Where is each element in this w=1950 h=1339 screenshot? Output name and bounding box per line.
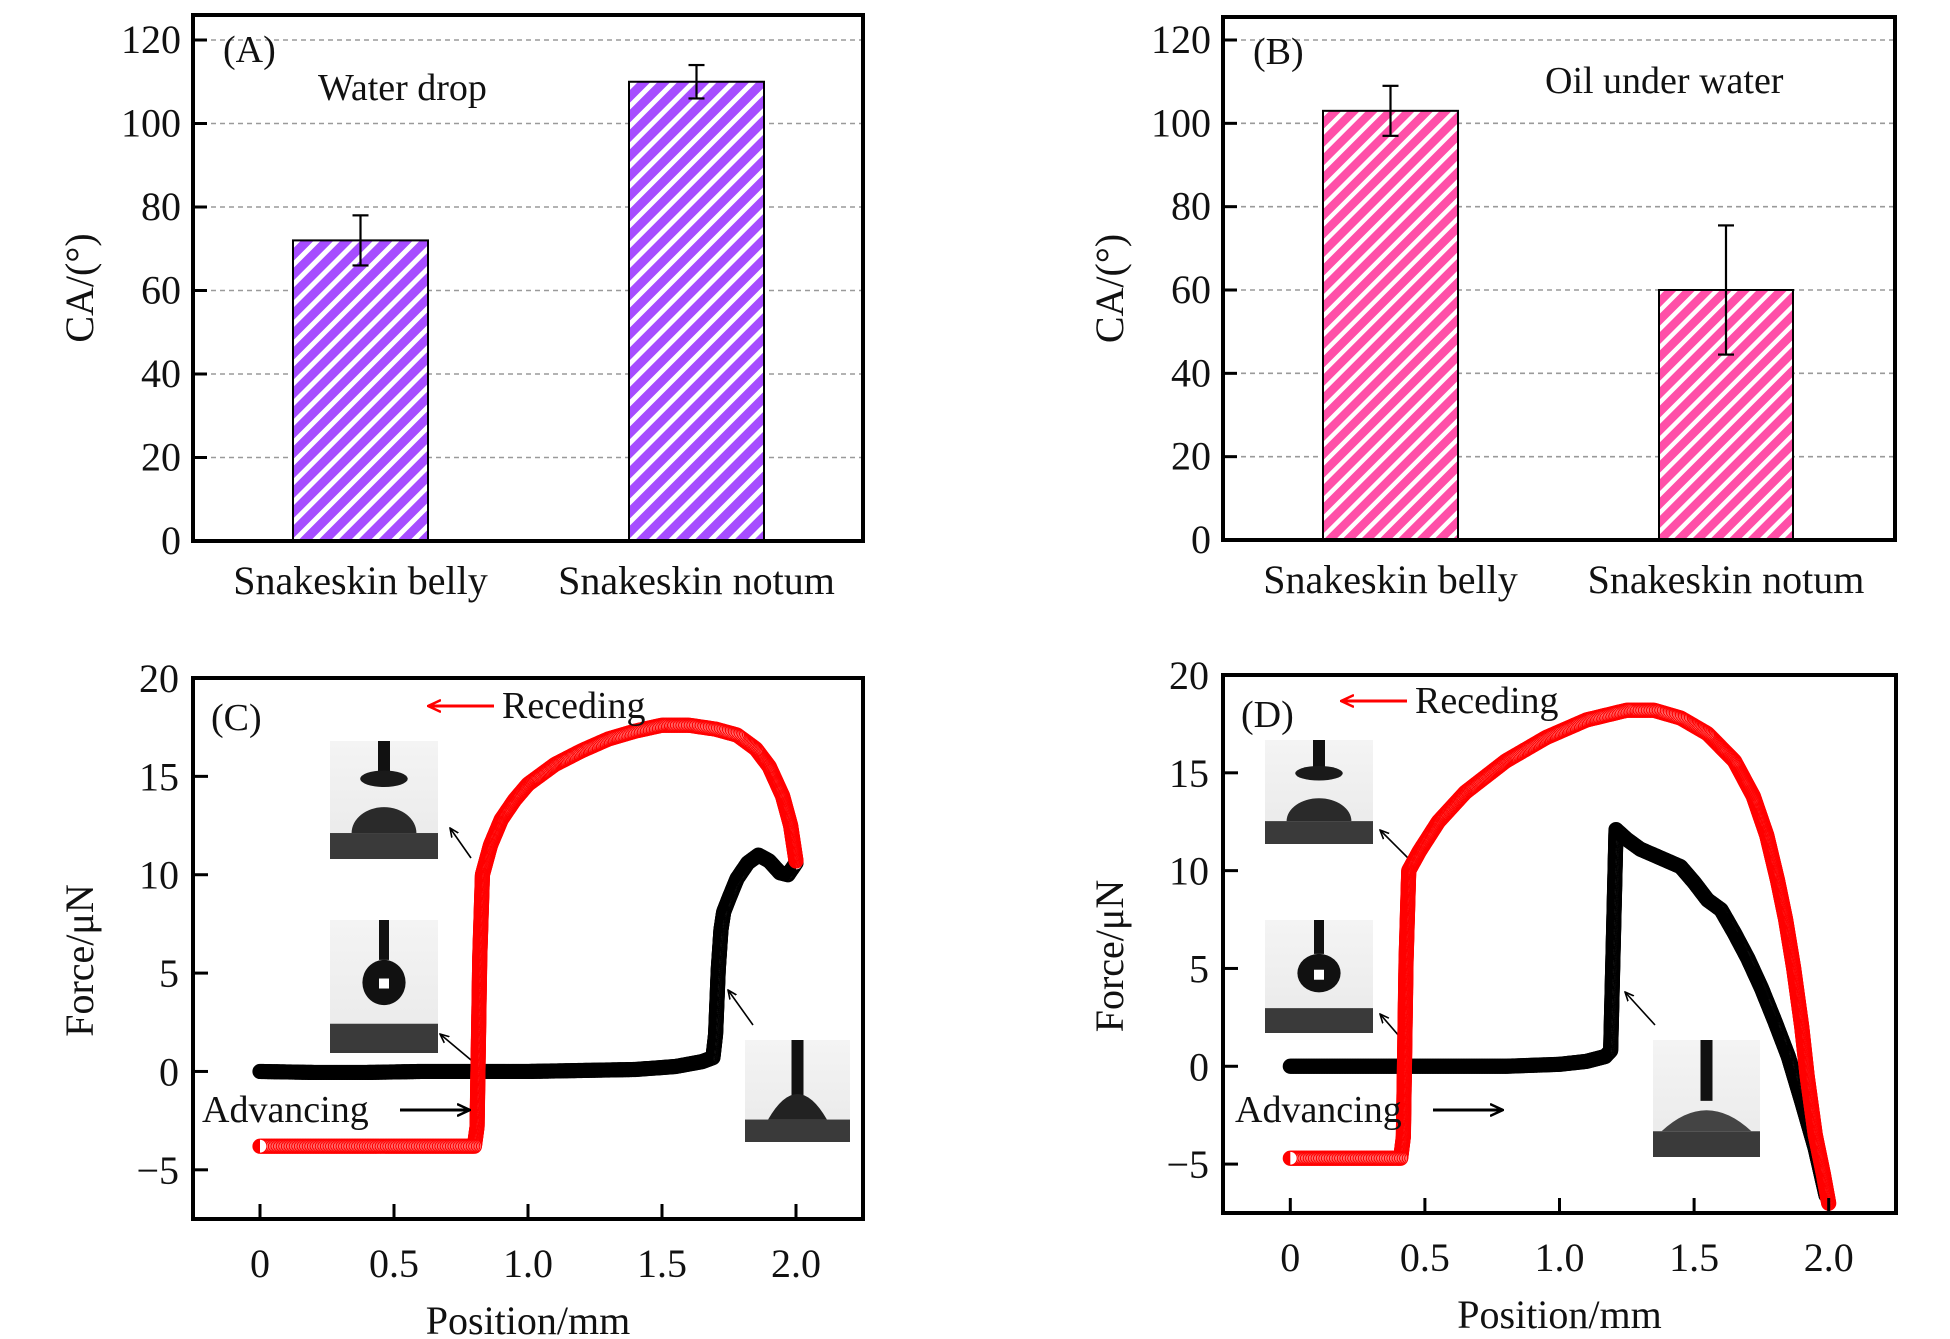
y-tick-label: 40 [141,351,181,396]
y-axis-title: CA/(°) [57,233,102,342]
inset-needle [1313,740,1325,770]
inset-pointer-arrow [440,1034,472,1061]
inset-pointer-arrow [450,828,472,859]
panel-c-force-position-chart: −5 0 5 10 15 20 0 0.5 1.0 1.5 2.0 Position/mm Force/… [57,656,865,1339]
series-advancing [252,847,804,1081]
x-tick-label: 0.5 [369,1241,419,1286]
droplet-inset-image [1265,740,1373,844]
panel-b-oil-under-water-bar-chart: Snakeskin belly Snakeskin notum 0 20 40 60 80 1… [1087,15,1897,602]
inset-pointer-arrow [1625,992,1656,1026]
inset-substrate [330,1023,438,1053]
y-tick-label: 0 [1191,517,1211,562]
droplet-inset-image [745,1040,850,1142]
inset-pointer-arrow [1380,830,1411,861]
panel-label: (B) [1253,31,1304,73]
inset-substrate [1653,1131,1760,1157]
bar-snakeskin-notum [628,80,765,542]
y-tick-label: 10 [139,853,179,898]
droplet-inset-image [330,741,438,859]
droplet-inset-image [1265,920,1373,1033]
y-tick-label: 20 [141,435,181,480]
y-tick-label: 80 [141,184,181,229]
inset-substrate [1265,821,1373,844]
y-tick-label: 15 [139,754,179,799]
x-tick-label: Snakeskin belly [1263,557,1517,602]
y-axis-title: CA/(°) [1087,234,1132,343]
y-tick-label: 120 [1151,17,1211,62]
inset-pointer-arrow [728,990,754,1026]
inset-highlight [379,978,389,989]
inset-needle [1700,1040,1713,1101]
x-tick-label: 2.0 [771,1241,821,1286]
y-tick-label: 120 [121,17,181,62]
receding-label: Receding [502,685,646,727]
y-tick-label: 100 [121,101,181,146]
inset-substrate [1265,1008,1373,1033]
inset-needle [378,741,390,775]
y-tick-label: 0 [161,518,181,563]
plot-frame [1221,15,1897,542]
inset-sessile-drop [351,807,417,834]
droplet-inset-image [1653,1040,1760,1157]
panel-a-water-drop-bar-chart: Snakeskin belly Snakeskin notum 0 20 40 60 80 1… [57,13,865,603]
y-tick-label: 20 [139,656,179,701]
x-tick-label: 1.5 [637,1241,687,1286]
plot-frame [191,13,865,543]
x-axis-title: Position/mm [426,1298,631,1339]
y-tick-label: 5 [159,951,179,996]
bar-snakeskin-belly [1322,109,1459,541]
x-tick-label: Snakeskin notum [558,558,835,603]
y-tick-label: 0 [159,1049,179,1094]
inset-needle [791,1040,804,1097]
inset-drop [1295,766,1343,781]
y-tick-label: 60 [1171,267,1211,312]
y-tick-label: −5 [136,1148,179,1193]
bar-snakeskin-belly [292,239,429,542]
x-tick-label: Snakeskin belly [233,558,487,603]
inset-drop [768,1094,827,1120]
data-point-fill [253,1139,260,1154]
inset-drop [360,770,408,788]
inset-needle [1314,920,1324,954]
panel-annotation: Water drop [318,67,487,109]
y-tick-label: 40 [1171,350,1211,395]
droplet-inset-image [330,920,438,1053]
y-axis-title: Force/μN [57,884,102,1037]
y-tick-label: 100 [1151,100,1211,145]
panel-label: (C) [211,697,262,739]
inset-substrate [330,833,438,859]
y-tick-label: 80 [1171,184,1211,229]
x-tick-label: 1.0 [503,1241,553,1286]
y-tick-label: 60 [141,268,181,313]
inset-substrate [745,1119,850,1142]
y-tick-label: 20 [1171,434,1211,479]
inset-needle [379,920,389,960]
panel-annotation: Oil under water [1545,60,1784,102]
panel-label: (A) [223,29,276,71]
x-tick-label: 0 [250,1241,270,1286]
advancing-label: Advancing [202,1089,369,1131]
x-tick-label: Snakeskin notum [1588,557,1865,602]
inset-highlight [1314,969,1324,980]
